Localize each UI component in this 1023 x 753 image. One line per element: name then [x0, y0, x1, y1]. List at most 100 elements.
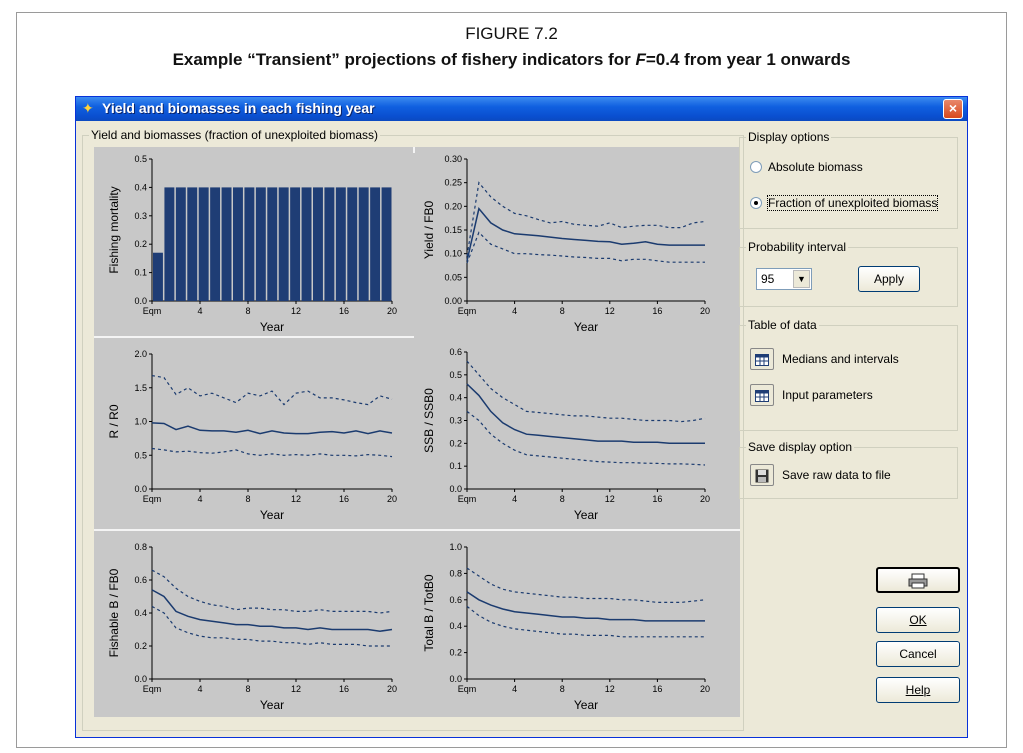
close-icon[interactable]: × — [943, 99, 963, 119]
input-parameters-label: Input parameters — [782, 388, 873, 402]
y-tick-label: 0.8 — [449, 568, 462, 578]
x-tick-label: 4 — [197, 684, 202, 694]
figure-title-prefix: Example “Transient” projections of fishe… — [172, 50, 636, 69]
y-tick-label: 0.3 — [449, 416, 462, 426]
y-tick-label: 0.6 — [134, 575, 147, 585]
figure-title-suffix: =0.4 from year 1 onwards — [645, 50, 851, 69]
probability-interval-label: Probability interval — [746, 240, 849, 254]
cancel-button[interactable]: Cancel — [876, 641, 960, 667]
bar — [221, 187, 232, 301]
chart-panel-2: 0.00 0.05 0.10 0.15 0.20 0.25 0.30 Eqm 4 8 12 16 20 Y… — [422, 154, 710, 334]
x-tick-label: 16 — [339, 494, 349, 504]
x-tick-label: Eqm — [143, 684, 162, 694]
x-tick-label: 20 — [700, 684, 710, 694]
title-bar[interactable]: ✦ Yield and biomasses in each fishing ye… — [76, 97, 967, 121]
x-tick-label: Eqm — [143, 494, 162, 504]
upper-interval-line — [466, 360, 706, 423]
figure-title: Example “Transient” projections of fishe… — [0, 50, 1023, 70]
x-tick-label: 4 — [512, 306, 517, 316]
x-tick-label: Eqm — [458, 494, 477, 504]
ok-button[interactable]: OK — [876, 607, 960, 633]
y-tick-label: 1.0 — [449, 542, 462, 552]
lower-interval-line — [151, 605, 392, 647]
y-tick-label: 0.0 — [134, 296, 147, 306]
x-tick-label: 16 — [652, 684, 662, 694]
lower-interval-line — [151, 447, 393, 458]
bar — [313, 187, 323, 301]
x-tick-label: 12 — [291, 684, 301, 694]
bar — [358, 187, 369, 301]
bar — [244, 187, 255, 301]
input-parameters-button[interactable] — [750, 384, 774, 406]
x-tick-label: Eqm — [458, 684, 477, 694]
table-icon — [755, 353, 769, 371]
radio-circle — [750, 197, 762, 209]
x-axis-label: Year — [260, 320, 284, 334]
fish-icon: ✦ — [82, 100, 94, 116]
bar — [324, 187, 335, 301]
y-axis-label: R / R0 — [107, 404, 121, 438]
y-tick-label: 0.6 — [449, 347, 462, 357]
x-tick-label: 4 — [512, 684, 517, 694]
bar — [255, 187, 266, 301]
x-tick-label: 16 — [652, 494, 662, 504]
plot-groupbox: Yield and biomasses (fraction of unexplo… — [82, 128, 744, 731]
x-axis-label: Year — [574, 508, 598, 522]
y-tick-label: 0.0 — [449, 484, 462, 494]
x-tick-label: 8 — [560, 306, 565, 316]
save-raw-data-label: Save raw data to file — [782, 468, 891, 482]
median-line — [151, 589, 393, 632]
plot-area: 0.0 0.1 0.2 0.3 0.4 0.5 Eqm 4 8 12 16 20 Year Fishing… — [94, 147, 740, 717]
bar — [290, 187, 301, 301]
print-button[interactable] — [876, 567, 960, 593]
bar — [164, 187, 175, 301]
save-raw-data-button[interactable] — [750, 464, 774, 486]
y-tick-label: 0.1 — [134, 268, 147, 278]
y-tick-label: 0.1 — [449, 461, 462, 471]
floppy-disk-icon — [755, 469, 769, 488]
medians-intervals-button[interactable] — [750, 348, 774, 370]
x-tick-label: 16 — [652, 306, 662, 316]
y-tick-label: 0.10 — [444, 249, 462, 259]
x-tick-label: 20 — [387, 684, 397, 694]
x-tick-label: Eqm — [143, 306, 162, 316]
probability-interval-group: Probability interval 95 ▼ Apply — [739, 240, 958, 307]
x-tick-label: Eqm — [458, 306, 477, 316]
chevron-down-icon[interactable]: ▼ — [793, 270, 810, 288]
y-tick-label: 0.4 — [449, 393, 462, 403]
x-tick-label: 12 — [605, 684, 615, 694]
upper-interval-line — [151, 569, 393, 614]
bar — [278, 187, 289, 301]
y-tick-label: 0.2 — [449, 648, 462, 658]
y-tick-label: 0.2 — [449, 438, 462, 448]
save-display-label: Save display option — [746, 440, 855, 454]
figure-frame — [16, 12, 1007, 748]
x-tick-label: 16 — [339, 684, 349, 694]
help-button[interactable]: Help — [876, 677, 960, 703]
probability-select[interactable]: 95 ▼ — [756, 268, 812, 290]
apply-button[interactable]: Apply — [858, 266, 920, 292]
x-tick-label: 12 — [605, 494, 615, 504]
display-options-group: Display options Absolute biomass Fractio… — [739, 130, 958, 229]
x-tick-label: 8 — [245, 494, 250, 504]
y-axis-label: SSB / SSB0 — [422, 388, 436, 453]
bar — [198, 187, 209, 301]
lower-interval-line — [466, 605, 705, 638]
chart-panel-5: 0.0 0.2 0.4 0.6 0.8 Eqm 4 8 12 16 20 Year Fishable B… — [107, 542, 397, 712]
x-axis-label: Year — [260, 698, 284, 712]
x-tick-label: 4 — [197, 306, 202, 316]
y-tick-label: 0.4 — [449, 621, 462, 631]
y-axis-label: Yield / FB0 — [422, 201, 436, 260]
chart-panel-1: 0.0 0.1 0.2 0.3 0.4 0.5 Eqm 4 8 12 16 20 Year Fishing… — [107, 154, 397, 334]
y-tick-label: 0.5 — [134, 450, 147, 460]
absolute-biomass-label: Absolute biomass — [768, 160, 863, 174]
bar — [381, 187, 392, 301]
bar — [187, 187, 198, 301]
upper-interval-line — [466, 181, 706, 257]
x-tick-label: 12 — [291, 306, 301, 316]
y-tick-label: 0.25 — [444, 178, 462, 188]
chart-panel-4: 0.0 0.1 0.2 0.3 0.4 0.5 0.6 Eqm 4 8 12 16 20 Year SSB … — [422, 347, 710, 522]
x-tick-label: 20 — [387, 494, 397, 504]
y-tick-label: 0.0 — [449, 674, 462, 684]
chart-panel-3: 0.0 0.5 1.0 1.5 2.0 Eqm 4 8 12 16 20 Year R / R0 — [107, 349, 397, 522]
